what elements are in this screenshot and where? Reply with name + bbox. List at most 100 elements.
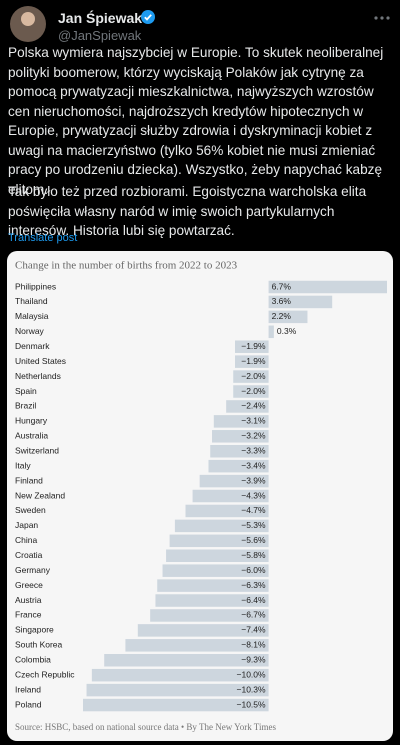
bar xyxy=(166,549,269,562)
category-label: New Zealand xyxy=(15,490,65,500)
value-label: −3.9% xyxy=(241,475,266,485)
category-label: Hungary xyxy=(15,416,48,426)
tweet-text: Polska wymiera najszybciej w Europie. To… xyxy=(8,45,384,197)
category-label: Malaysia xyxy=(15,311,49,321)
chart-title: Change in the number of births from 2022… xyxy=(15,260,238,272)
author-name[interactable]: Jan Śpiewak xyxy=(58,10,143,26)
value-label: −10.0% xyxy=(237,669,267,679)
bar xyxy=(192,489,269,503)
category-label: Japan xyxy=(15,520,38,530)
bar xyxy=(210,444,269,458)
value-label: −8.1% xyxy=(241,640,266,650)
bar xyxy=(83,698,269,712)
category-label: Ireland xyxy=(15,684,41,694)
author-handle[interactable]: @JanSpiewak xyxy=(58,28,142,43)
value-label: −6.4% xyxy=(241,595,266,605)
bar xyxy=(235,355,269,368)
value-label: −6.7% xyxy=(241,610,266,620)
category-label: Croatia xyxy=(15,550,43,560)
bar xyxy=(150,609,269,622)
value-label: −2.0% xyxy=(241,371,266,381)
category-label: France xyxy=(15,610,42,620)
value-label: −5.6% xyxy=(241,535,266,545)
bar xyxy=(199,474,269,488)
bar xyxy=(233,370,269,383)
avatar-face xyxy=(21,12,35,26)
category-label: Australia xyxy=(15,431,48,441)
bar xyxy=(185,504,269,518)
bar xyxy=(268,280,387,294)
category-label: Singapore xyxy=(15,625,54,635)
bar xyxy=(86,683,269,697)
value-label: −2.4% xyxy=(241,401,266,411)
bar xyxy=(213,415,269,428)
chart-image[interactable]: Change in the number of births from 2022… xyxy=(7,251,393,741)
bar xyxy=(208,459,269,473)
category-label: Austria xyxy=(15,595,42,605)
category-label: Poland xyxy=(15,699,42,709)
bar xyxy=(268,310,308,324)
category-label: Norway xyxy=(15,326,45,336)
category-label: Spain xyxy=(15,386,37,396)
bar xyxy=(212,430,269,443)
bar xyxy=(226,400,269,413)
bar xyxy=(91,668,269,682)
value-label: −1.9% xyxy=(241,356,266,366)
value-label: −10.3% xyxy=(237,684,267,694)
value-label: −3.1% xyxy=(241,416,266,426)
value-label: −3.4% xyxy=(241,460,266,470)
bar xyxy=(268,295,333,309)
category-label: Colombia xyxy=(15,655,51,665)
bar xyxy=(157,579,269,592)
category-label: Thailand xyxy=(15,296,48,306)
tweet-text: Tak było też przed rozbiorami. Egoistycz… xyxy=(8,184,367,238)
value-label: −4.3% xyxy=(241,490,266,500)
category-label: South Korea xyxy=(15,640,63,650)
bar xyxy=(104,654,269,667)
bar xyxy=(268,325,274,339)
value-label: −3.3% xyxy=(241,445,266,455)
value-label: −4.7% xyxy=(241,505,266,515)
value-label: −6.3% xyxy=(241,580,266,590)
category-label: Germany xyxy=(15,565,51,575)
value-label: −10.5% xyxy=(237,699,267,709)
value-label: −9.3% xyxy=(241,655,266,665)
category-label: Netherlands xyxy=(15,371,61,381)
value-label: 0.3% xyxy=(277,326,297,336)
bar xyxy=(125,639,269,652)
value-label: −1.9% xyxy=(241,341,266,351)
category-label: United States xyxy=(15,356,66,366)
bar xyxy=(233,385,269,398)
value-label: −2.0% xyxy=(241,386,266,396)
value-label: −5.8% xyxy=(241,550,266,560)
value-label: −6.0% xyxy=(241,565,266,575)
bar xyxy=(169,534,269,548)
category-label: China xyxy=(15,535,37,545)
translate-link[interactable]: Translate post xyxy=(8,232,78,244)
category-label: Switzerland xyxy=(15,445,59,455)
more-button[interactable] xyxy=(374,16,390,20)
bar xyxy=(162,564,269,577)
value-label: 3.6% xyxy=(272,296,292,306)
bar xyxy=(137,624,269,637)
chart-source: Source: HSBC, based on national source d… xyxy=(15,722,276,732)
bar xyxy=(155,594,269,607)
category-label: Denmark xyxy=(15,341,50,351)
category-label: Sweden xyxy=(15,505,46,515)
header-icons xyxy=(10,6,390,42)
value-label: −7.4% xyxy=(241,625,266,635)
category-label: Italy xyxy=(15,460,31,470)
category-label: Philippines xyxy=(15,281,56,291)
category-label: Greece xyxy=(15,580,43,590)
value-label: −5.3% xyxy=(241,520,266,530)
category-label: Czech Republic xyxy=(15,669,75,679)
value-label: 2.2% xyxy=(272,311,292,321)
bar xyxy=(174,519,269,533)
category-label: Finland xyxy=(15,475,43,485)
value-label: 6.7% xyxy=(272,281,292,291)
verified-badge xyxy=(141,10,155,24)
bar xyxy=(235,340,269,353)
value-label: −3.2% xyxy=(241,431,266,441)
category-label: Brazil xyxy=(15,401,36,411)
